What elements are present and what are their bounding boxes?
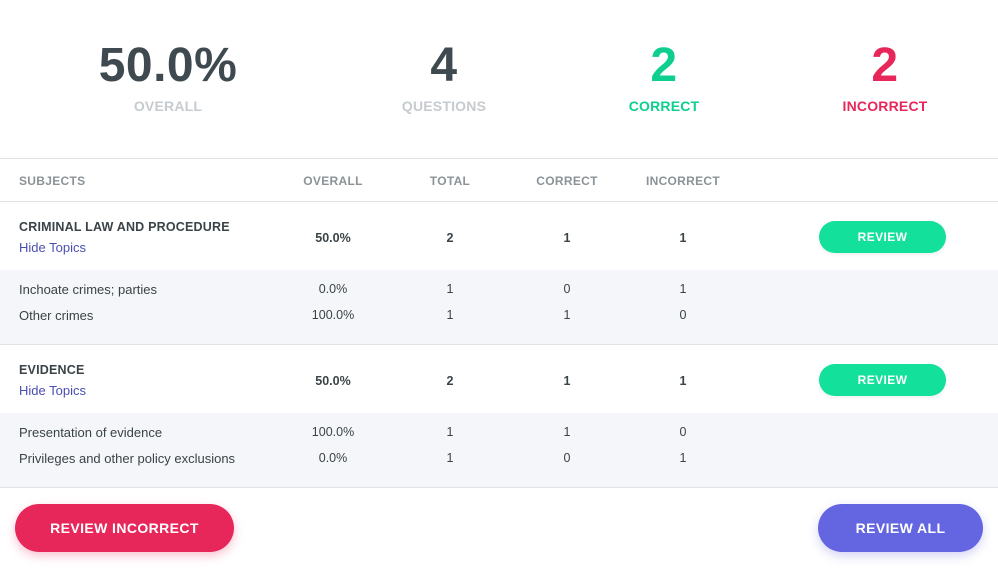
subject-row: EVIDENCE Hide Topics 50.0% 2 1 1 REVIEW xyxy=(0,345,998,413)
topic-overall: 100.0% xyxy=(311,308,355,322)
stat-overall-value: 50.0% xyxy=(98,39,238,92)
topic-incorrect: 0 xyxy=(679,308,687,322)
topic-total: 1 xyxy=(446,451,454,465)
topic-correct: 1 xyxy=(563,308,571,322)
topic-name: Other crimes xyxy=(19,308,94,323)
review-button[interactable]: REVIEW xyxy=(819,221,946,253)
stat-incorrect-value: 2 xyxy=(871,39,899,92)
subject-overall: 50.0% xyxy=(315,231,351,245)
topics-list: Presentation of evidence 100.0% 1 1 0 Pr… xyxy=(0,413,998,488)
review-button[interactable]: REVIEW xyxy=(819,364,946,396)
topic-overall: 0.0% xyxy=(318,451,348,465)
hide-topics-link[interactable]: Hide Topics xyxy=(19,383,86,398)
subject-name: CRIMINAL LAW AND PROCEDURE xyxy=(19,220,230,234)
subject-name: EVIDENCE xyxy=(19,363,85,377)
topic-correct: 0 xyxy=(563,451,571,465)
subject-criminal-law: CRIMINAL LAW AND PROCEDURE Hide Topics 5… xyxy=(0,202,998,345)
subject-correct: 1 xyxy=(563,231,571,245)
subject-incorrect: 1 xyxy=(679,374,687,388)
header-incorrect: INCORRECT xyxy=(645,174,721,188)
topic-row: Inchoate crimes; parties 0.0% 1 0 1 xyxy=(0,277,998,303)
header-overall: OVERALL xyxy=(303,174,363,188)
stat-incorrect-label: INCORRECT xyxy=(842,98,928,114)
subject-evidence: EVIDENCE Hide Topics 50.0% 2 1 1 REVIEW … xyxy=(0,345,998,488)
topic-correct: 0 xyxy=(563,282,571,296)
topic-incorrect: 1 xyxy=(679,451,687,465)
topics-list: Inchoate crimes; parties 0.0% 1 0 1 Othe… xyxy=(0,270,998,345)
topic-total: 1 xyxy=(446,425,454,439)
stat-correct: 2 CORRECT xyxy=(554,39,774,115)
topic-overall: 0.0% xyxy=(318,282,348,296)
topic-name: Presentation of evidence xyxy=(19,425,163,440)
subjects-table: SUBJECTS OVERALL TOTAL CORRECT INCORRECT… xyxy=(0,158,998,488)
topic-incorrect: 1 xyxy=(679,282,687,296)
review-incorrect-button[interactable]: REVIEW INCORRECT xyxy=(15,504,234,552)
topic-total: 1 xyxy=(446,282,454,296)
stat-incorrect: 2 INCORRECT xyxy=(775,39,995,115)
hide-topics-link[interactable]: Hide Topics xyxy=(19,240,86,255)
stat-correct-value: 2 xyxy=(650,39,678,92)
header-subjects: SUBJECTS xyxy=(19,174,86,188)
stat-overall: 50.0% OVERALL xyxy=(58,39,278,115)
header-total: TOTAL xyxy=(429,174,471,188)
topic-row: Other crimes 100.0% 1 1 0 xyxy=(0,303,998,329)
subject-row: CRIMINAL LAW AND PROCEDURE Hide Topics 5… xyxy=(0,202,998,270)
header-correct: CORRECT xyxy=(536,174,598,188)
stat-questions-value: 4 xyxy=(430,39,458,92)
subject-overall: 50.0% xyxy=(315,374,351,388)
topic-overall: 100.0% xyxy=(311,425,355,439)
subject-incorrect: 1 xyxy=(679,231,687,245)
topic-incorrect: 0 xyxy=(679,425,687,439)
topic-row: Privileges and other policy exclusions 0… xyxy=(0,446,998,472)
stat-correct-label: CORRECT xyxy=(628,98,700,114)
topic-name: Inchoate crimes; parties xyxy=(19,282,158,297)
topic-total: 1 xyxy=(446,308,454,322)
score-summary: 50.0% OVERALL 4 QUESTIONS 2 CORRECT 2 IN… xyxy=(0,0,998,158)
stat-questions-label: QUESTIONS xyxy=(401,98,487,114)
subject-total: 2 xyxy=(446,231,454,245)
stat-overall-label: OVERALL xyxy=(133,98,203,114)
topic-row: Presentation of evidence 100.0% 1 1 0 xyxy=(0,420,998,446)
review-all-button[interactable]: REVIEW ALL xyxy=(818,504,983,552)
subject-correct: 1 xyxy=(563,374,571,388)
stat-questions: 4 QUESTIONS xyxy=(334,39,554,115)
topic-name: Privileges and other policy exclusions xyxy=(19,451,236,466)
table-header: SUBJECTS OVERALL TOTAL CORRECT INCORRECT xyxy=(0,159,998,202)
footer-actions: REVIEW INCORRECT REVIEW ALL xyxy=(0,488,998,576)
topic-correct: 1 xyxy=(563,425,571,439)
subject-total: 2 xyxy=(446,374,454,388)
